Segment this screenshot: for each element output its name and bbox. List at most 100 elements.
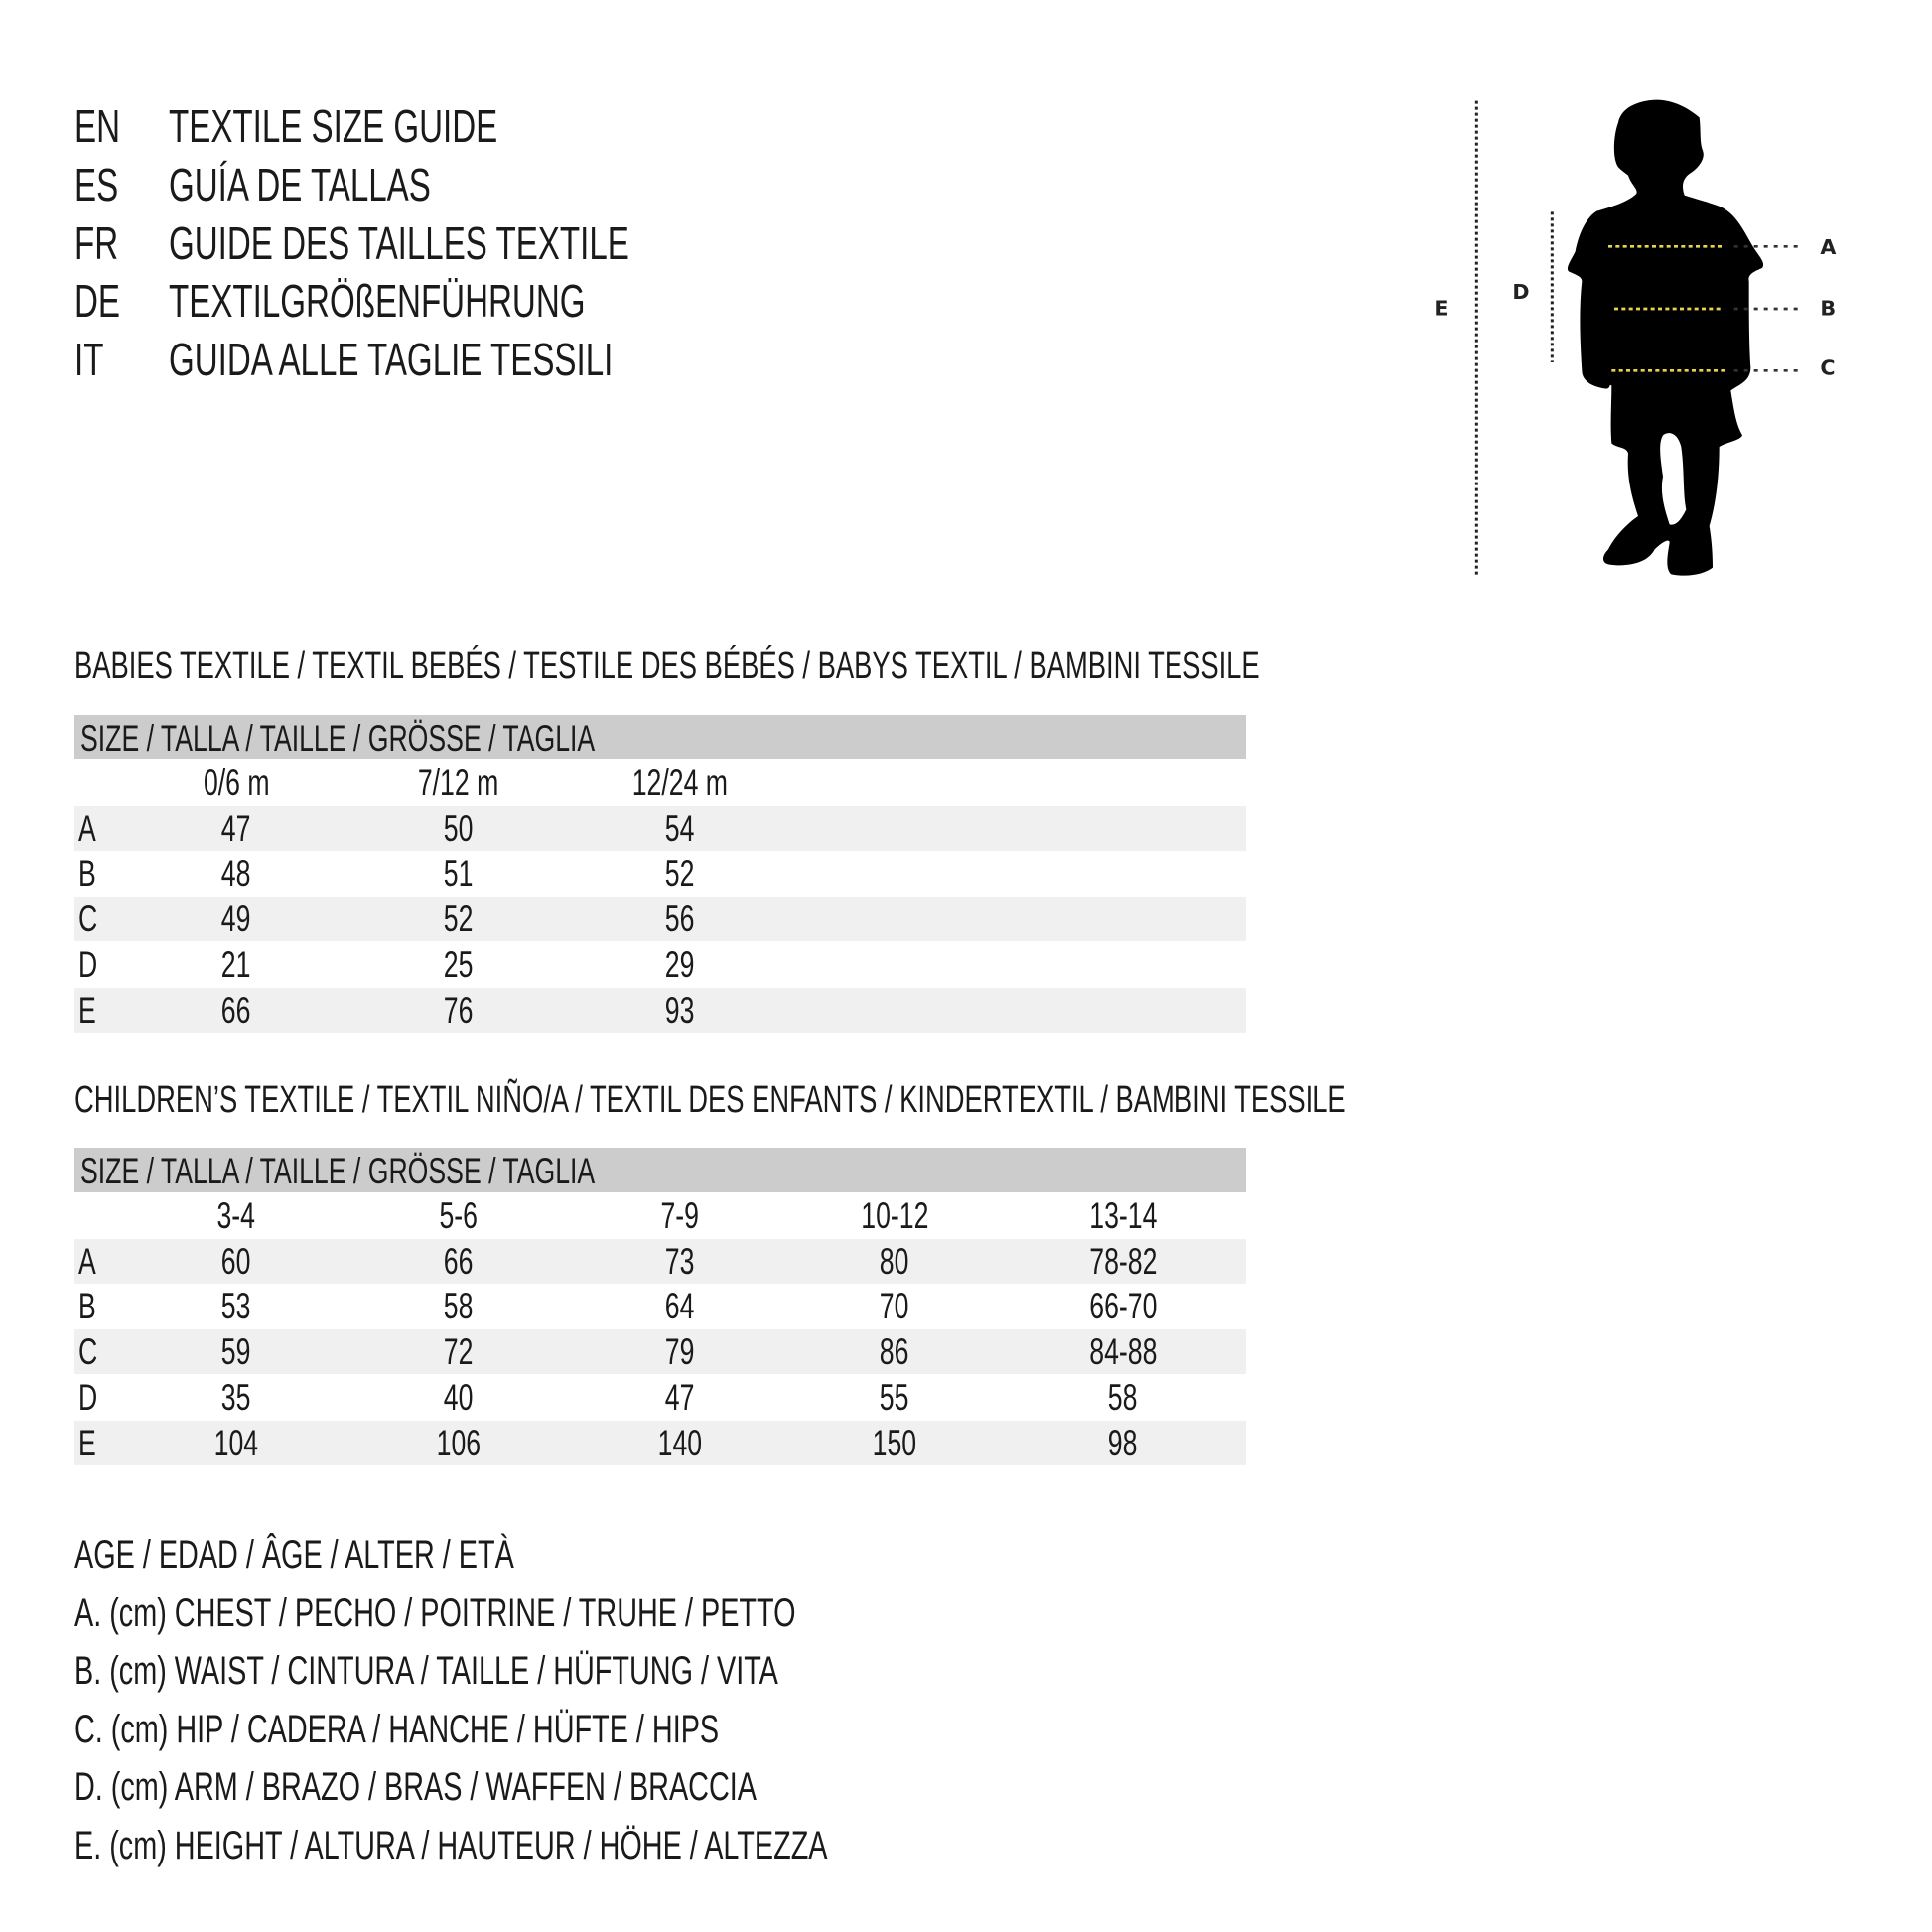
table-cell-value: 58 (444, 1286, 474, 1327)
table-cell-value: 93 (665, 989, 695, 1031)
row-label: A (78, 1239, 103, 1284)
table-cell-value: 106 (436, 1422, 482, 1463)
column-header: 3-4 (137, 1193, 336, 1238)
child-silhouette-icon (1567, 99, 1764, 576)
table-cell-value: 80 (880, 1240, 909, 1282)
table-cell-value: 21 (221, 943, 251, 985)
language-code: FR (74, 218, 135, 268)
children-section-title: CHILDREN’S TEXTILE / TEXTIL NIÑO/A / TEX… (74, 1078, 1841, 1122)
table-cell: 47 (581, 1375, 779, 1420)
legend-item-text: C. (cm) HIP / CADERA / HANCHE / HÜFTE / … (74, 1708, 720, 1751)
table-cell-value: 40 (444, 1376, 474, 1418)
table-cell: 72 (359, 1329, 558, 1374)
title-text: TEXTILGRÖßENFÜHRUNG (169, 276, 748, 326)
legend-item-text: E. (cm) HEIGHT / ALTURA / HAUTEUR / HÖHE… (74, 1824, 828, 1867)
table-cell: 78-82 (1024, 1239, 1222, 1284)
language-code-text: EN (74, 100, 121, 152)
legend-item: AGE / EDAD / ÂGE / ALTER / ETÀ (74, 1532, 685, 1578)
table-cell-value: 66 (444, 1240, 474, 1282)
legend-item-text: A. (cm) CHEST / PECHO / POITRINE / TRUHE… (74, 1591, 796, 1635)
table-cell-value: 70 (880, 1286, 909, 1327)
child-measurement-figure: A B C D E (1434, 99, 1836, 576)
table-cell-value: 53 (221, 1286, 251, 1327)
table-cell-value: 29 (665, 943, 695, 985)
column-header-text: 0/6 m (203, 762, 270, 803)
table-cell: 59 (137, 1329, 336, 1374)
table-cell: 73 (581, 1239, 779, 1284)
table-cell-value: 25 (444, 943, 474, 985)
legend-item: E. (cm) HEIGHT / ALTURA / HAUTEUR / HÖHE… (74, 1823, 1120, 1868)
table-cell-value: 52 (444, 898, 474, 940)
row-label: E (78, 988, 103, 1033)
column-header: 0/6 m (137, 760, 336, 805)
table-cell: 47 (137, 806, 336, 851)
language-code: IT (74, 335, 115, 384)
language-code: EN (74, 101, 138, 151)
table-cell: 66-70 (1024, 1284, 1222, 1328)
row-label: C (78, 1329, 105, 1374)
size-header-text: SIZE / TALLA / TAILLE / GRÖSSE / TAGLIA (80, 1151, 596, 1191)
language-code-text: FR (74, 217, 119, 269)
legend-item: B. (cm) WAIST / CINTURA / TAILLE / HÜFTU… (74, 1648, 1052, 1694)
row-label-text: E (78, 989, 96, 1031)
row-label-text: A (78, 1240, 96, 1282)
title-text: GUIDA ALLE TAGLIE TESSILI (169, 335, 785, 384)
table-cell-value: 35 (221, 1376, 251, 1418)
row-label: A (78, 806, 103, 851)
column-header-text: 13-14 (1088, 1195, 1158, 1236)
table-cell-value: 98 (1108, 1422, 1138, 1463)
table-cell: 66 (359, 1239, 558, 1284)
table-cell-value: 47 (665, 1376, 695, 1418)
title-text-value: TEXTILE SIZE GUIDE (169, 100, 498, 152)
language-code: DE (74, 276, 138, 326)
table-cell: 55 (795, 1375, 994, 1420)
table-cell: 21 (137, 942, 336, 987)
legend-item: A. (cm) CHEST / PECHO / POITRINE / TRUHE… (74, 1590, 1076, 1636)
table-cell: 140 (581, 1421, 779, 1465)
table-cell-value: 72 (444, 1331, 474, 1373)
table-cell: 106 (359, 1421, 558, 1465)
title-text: GUIDE DES TAILLES TEXTILE (169, 218, 808, 268)
table-cell-value: 54 (665, 807, 695, 849)
title-text-value: GUIDA ALLE TAGLIE TESSILI (169, 334, 614, 385)
column-header-text: 10-12 (860, 1195, 929, 1236)
table-cell: 76 (359, 988, 558, 1033)
children-title-text: CHILDREN’S TEXTILE / TEXTIL NIÑO/A / TEX… (74, 1079, 1346, 1121)
table-cell: 50 (359, 806, 558, 851)
row-label-text: B (78, 853, 96, 895)
column-header-text: 3-4 (216, 1195, 256, 1236)
table-cell: 98 (1024, 1421, 1222, 1465)
table-cell-value: 59 (221, 1331, 251, 1373)
row-stripe (74, 1329, 1246, 1375)
table-cell-value: 50 (444, 807, 474, 849)
row-stripe (74, 805, 1246, 851)
table-cell: 35 (137, 1375, 336, 1420)
size-header-bar: SIZE / TALLA / TAILLE / GRÖSSE / TAGLIA (74, 715, 1246, 759)
column-header: 13-14 (1024, 1193, 1222, 1238)
row-label-text: B (78, 1286, 96, 1327)
column-header-text: 7-9 (660, 1195, 700, 1236)
table-cell: 104 (137, 1421, 336, 1465)
language-code: ES (74, 160, 135, 209)
size-header-text: SIZE / TALLA / TAILLE / GRÖSSE / TAGLIA (80, 718, 596, 759)
table-cell: 150 (795, 1421, 994, 1465)
column-header-text: 7/12 m (418, 762, 499, 803)
table-cell: 40 (359, 1375, 558, 1420)
row-stripe (74, 1238, 1246, 1284)
column-header: 7/12 m (359, 760, 558, 805)
table-cell: 56 (581, 897, 779, 941)
legend-item-text: AGE / EDAD / ÂGE / ALTER / ETÀ (74, 1533, 514, 1577)
legend-item-text: D. (cm) ARM / BRAZO / BRAS / WAFFEN / BR… (74, 1765, 757, 1809)
table-cell-value: 86 (880, 1331, 909, 1373)
row-label-text: A (78, 807, 96, 849)
table-cell: 54 (581, 806, 779, 851)
table-cell-value: 64 (665, 1286, 695, 1327)
babies-title-text: BABIES TEXTILE / TEXTIL BEBÉS / TESTILE … (74, 645, 1260, 687)
table-cell: 60 (137, 1239, 336, 1284)
table-cell-value: 52 (665, 853, 695, 895)
row-stripe (74, 897, 1246, 942)
table-cell-value: 73 (665, 1240, 695, 1282)
legend-item-text: B. (cm) WAIST / CINTURA / TAILLE / HÜFTU… (74, 1649, 778, 1693)
title-text: GUÍA DE TALLAS (169, 160, 532, 209)
table-cell-value: 47 (221, 807, 251, 849)
